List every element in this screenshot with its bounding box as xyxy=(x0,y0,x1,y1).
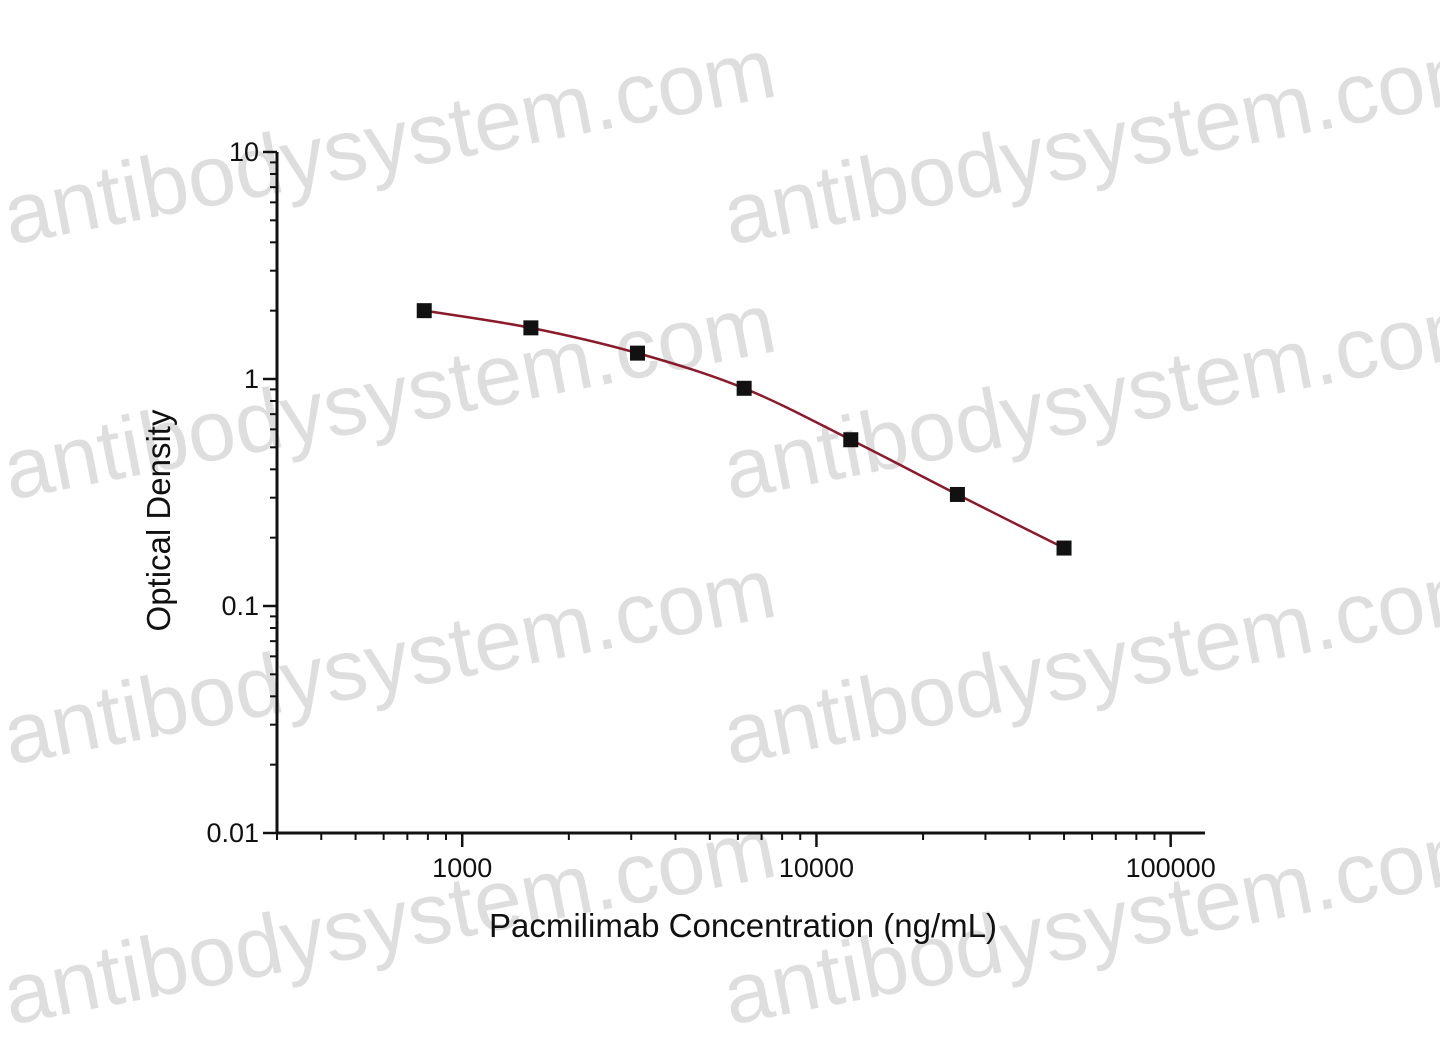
watermark-text: antibodysystem.com xyxy=(0,20,783,264)
watermark-text: antibodysystem.com xyxy=(0,275,783,519)
y-tick-label: 10 xyxy=(229,137,259,167)
data-point-marker xyxy=(949,486,965,502)
watermark-text: antibodysystem.com xyxy=(0,540,783,784)
y-axis-ticks: 10 1 0.1 0.01 xyxy=(206,137,277,848)
data-point-marker xyxy=(416,303,432,319)
data-point-marker xyxy=(1056,540,1072,556)
data-points xyxy=(416,303,1072,556)
y-tick-label: 1 xyxy=(244,364,259,394)
data-point-marker xyxy=(523,320,539,336)
x-axis-title: Pacmilimab Concentration (ng/mL) xyxy=(489,907,997,944)
x-tick-label: 1000 xyxy=(432,853,492,883)
x-axis-ticks: 1000 10000 100000 xyxy=(276,833,1216,883)
data-point-marker xyxy=(736,380,752,396)
x-tick-label: 10000 xyxy=(779,853,854,883)
watermark-text: antibodysystem.com xyxy=(715,540,1440,784)
y-axis-title: Optical Density xyxy=(140,409,177,631)
y-tick-label: 0.1 xyxy=(221,591,259,621)
watermark-text: antibodysystem.com xyxy=(715,275,1440,519)
watermark-text: antibodysystem.com xyxy=(715,20,1440,264)
y-tick-label: 0.01 xyxy=(206,818,259,848)
data-point-marker xyxy=(630,345,646,361)
watermark-layer: antibodysystem.comantibodysystem.comanti… xyxy=(0,20,1440,1044)
plot-area: 10 1 0.1 0.01 1000 10000 100000 xyxy=(206,137,1215,883)
x-tick-label: 100000 xyxy=(1126,853,1216,883)
data-point-marker xyxy=(843,432,859,448)
